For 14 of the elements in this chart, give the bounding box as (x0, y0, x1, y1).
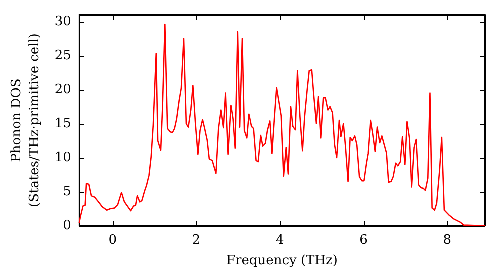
y-axis-title: Phonon DOS (States/THz·primitive cell) (10, 33, 42, 208)
y-tick-label: 30 (54, 14, 72, 30)
y-tick-label: 0 (63, 218, 72, 234)
y-tick-label: 5 (63, 184, 72, 200)
x-tick-label: 6 (360, 233, 368, 248)
y-tick-label: 15 (54, 116, 72, 132)
x-tick-label: 4 (276, 233, 284, 248)
y-tick-label: 25 (54, 48, 72, 64)
x-tick-label: 2 (192, 233, 201, 248)
x-tick-label: 8 (443, 233, 452, 248)
y-tick-label: 20 (54, 82, 72, 98)
y-tick-label: 10 (54, 150, 72, 166)
x-axis-title: Frequency (THz) (226, 253, 338, 268)
x-tick-label: 0 (108, 233, 118, 248)
